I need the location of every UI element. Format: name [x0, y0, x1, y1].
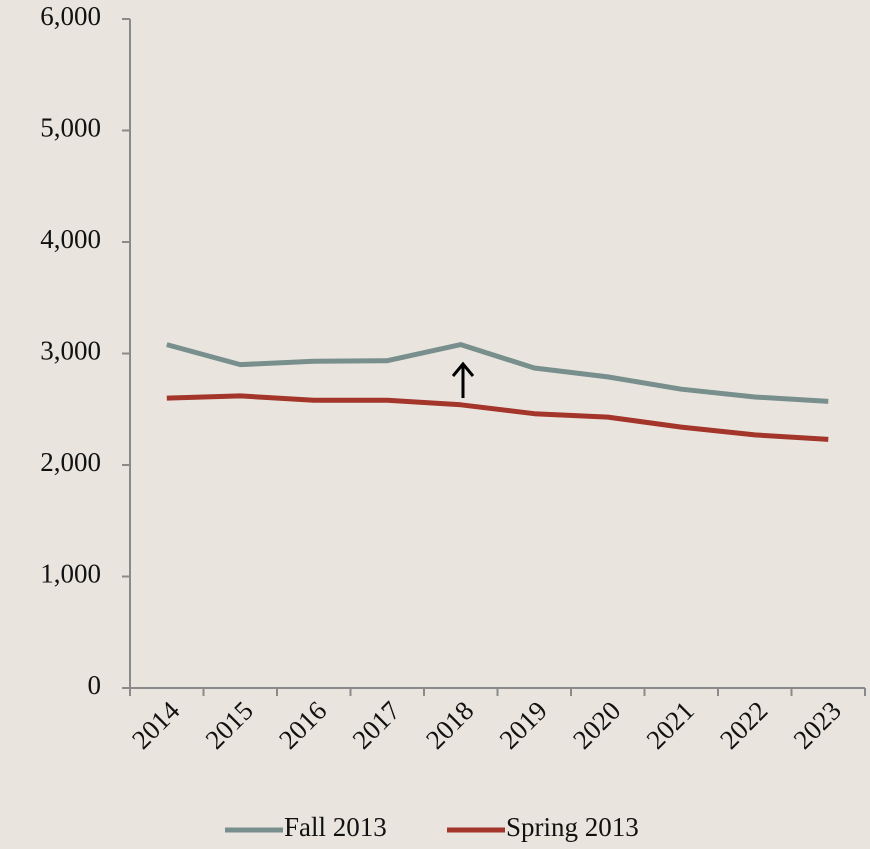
series-line — [166, 393, 829, 442]
legend-entry: Fall 2013 — [225, 812, 387, 842]
legend-label: Fall 2013 — [284, 812, 387, 842]
y-tick-label: 0 — [88, 670, 102, 700]
y-tick-label: 6,000 — [40, 1, 101, 31]
y-tick-label: 2,000 — [40, 447, 101, 477]
y-tick-label: 5,000 — [40, 113, 101, 143]
y-tick-label: 4,000 — [40, 224, 101, 254]
legend-entry: Spring 2013 — [447, 812, 639, 842]
y-tick-label: 3,000 — [40, 336, 101, 366]
series-line — [166, 342, 829, 404]
y-tick-label: 1,000 — [40, 559, 101, 589]
annotation-arrow — [451, 361, 475, 398]
legend-label: Spring 2013 — [506, 812, 639, 842]
